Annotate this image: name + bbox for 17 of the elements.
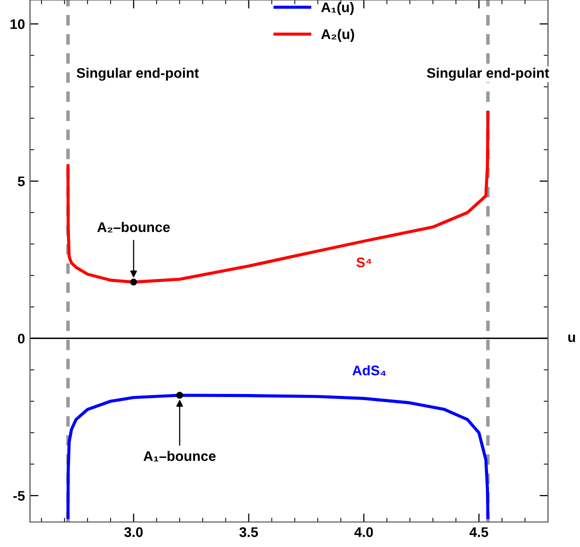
legend-label: A₁(u) — [321, 2, 354, 16]
annotation: AdS₄ — [352, 365, 386, 376]
annotation: A₁–bounce — [144, 450, 216, 462]
ref-line-label: Singular end-point — [76, 68, 199, 81]
x-tick-label: 3.5 — [239, 527, 258, 538]
legend-label: A₂(u) — [321, 28, 354, 42]
x-tick-label: 4.5 — [469, 527, 488, 538]
y-tick-label: -5 — [13, 491, 25, 501]
x-tick-label: 3.0 — [124, 527, 143, 538]
x-axis-title: u — [568, 334, 576, 342]
annotation: A₂–bounce — [97, 222, 170, 232]
annotation: S⁴ — [356, 258, 372, 268]
y-tick-label: 10 — [10, 19, 25, 30]
y-tick-label: 0 — [18, 334, 25, 344]
x-tick-label: 4.0 — [354, 527, 373, 538]
ref-line-label: Singular end-point — [426, 68, 550, 81]
y-tick-label: 5 — [18, 176, 25, 186]
